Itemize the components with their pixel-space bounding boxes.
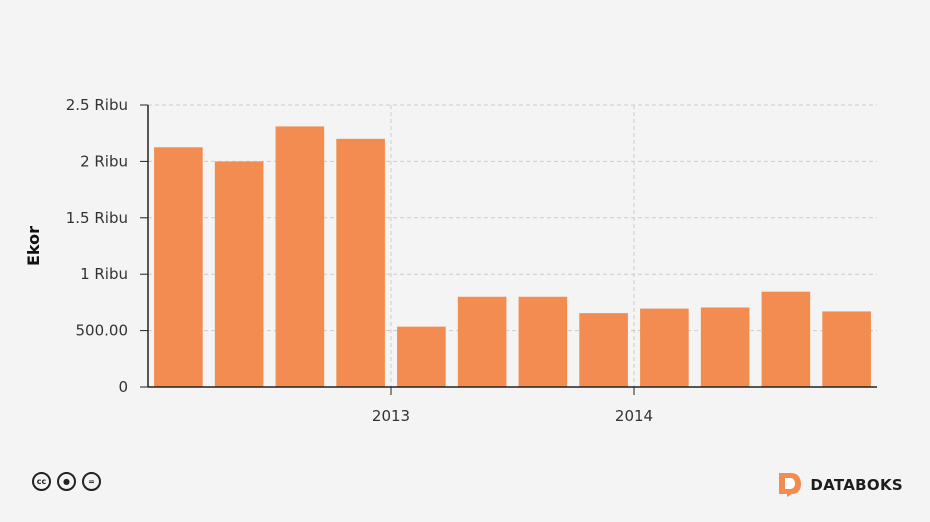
x-tick-labels: 2013 2014: [372, 407, 653, 425]
brand: DATABOKS: [778, 472, 903, 498]
brand-name: DATABOKS: [810, 476, 903, 494]
bar: [336, 138, 385, 387]
y-tick-label: 1 Ribu: [80, 265, 128, 283]
bar: [457, 296, 507, 387]
by-icon: ●: [57, 472, 76, 491]
bar: [822, 311, 871, 387]
bar: [579, 313, 628, 387]
x-tick-label: 2013: [372, 407, 410, 425]
bar: [700, 307, 750, 387]
bar: [518, 296, 568, 387]
nd-icon: =: [82, 472, 101, 491]
bar: [397, 326, 446, 387]
license-icons: cc ● =: [32, 472, 101, 491]
grid-lines: [148, 104, 877, 387]
bars: [154, 126, 871, 387]
y-tick-label: 0: [118, 378, 128, 396]
y-tick-label: 500.00: [76, 322, 129, 340]
bar: [761, 291, 811, 387]
bar: [154, 147, 203, 387]
x-tick-label: 2014: [615, 407, 653, 425]
databoks-logo-icon: [779, 473, 802, 497]
y-axis-title: Ekor: [24, 226, 43, 266]
y-tick-labels: 0 500.00 1 Ribu 1.5 Ribu 2 Ribu 2.5 Ribu: [66, 96, 128, 396]
bar: [640, 308, 689, 387]
y-tick-label: 2 Ribu: [80, 152, 128, 170]
bar: [214, 161, 264, 387]
y-tick-label: 1.5 Ribu: [66, 209, 128, 227]
axes: [140, 104, 877, 395]
cc-icon: cc: [32, 472, 51, 491]
bar: [275, 126, 325, 387]
y-tick-label: 2.5 Ribu: [66, 96, 128, 114]
